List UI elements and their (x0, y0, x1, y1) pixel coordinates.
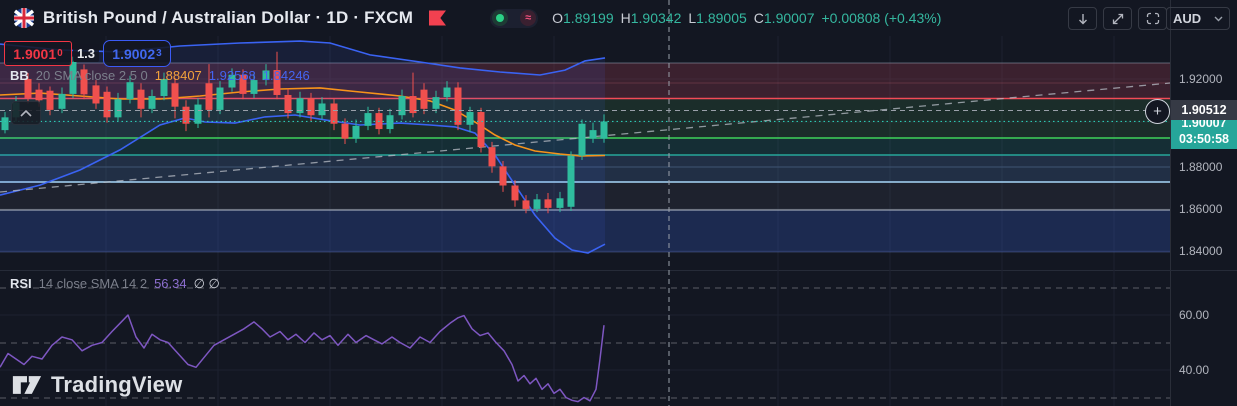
fullscreen-button[interactable] (1138, 7, 1167, 30)
pane-buttons (1068, 7, 1167, 30)
high-value: 1.90342 (630, 10, 682, 26)
price-tick: 1.92000 (1179, 72, 1223, 86)
ask-value-sup: 3 (156, 48, 162, 59)
rsi-params: 14 close SMA 14 2 (38, 276, 148, 291)
flag-icon[interactable] (429, 10, 447, 26)
chart-header: British Pound / Australian Dollar · 1D ·… (0, 0, 1237, 36)
collapse-pane-button[interactable] (11, 101, 41, 125)
bb-name: BB (10, 68, 29, 83)
price-tick: 1.84000 (1179, 244, 1223, 258)
crosshair-price-value: 1.90512 (1181, 103, 1227, 117)
chevron-down-icon (1214, 16, 1223, 21)
ohlc-readout: O1.89199 H1.90342 L1.89005 C1.90007 +0.0… (552, 10, 941, 26)
arrow-down-icon (1078, 13, 1087, 24)
rsi-tick: 60.00 (1179, 308, 1210, 322)
bid-value-sup: 0 (57, 48, 63, 59)
bb-upper-value: 1.92568 (208, 68, 256, 83)
price-tick: 1.86000 (1179, 202, 1223, 216)
plus-icon: + (1153, 103, 1162, 120)
ask-price-box[interactable]: 1.9002 3 (103, 40, 171, 67)
rsi-ma-placeholders: ∅ ∅ (193, 276, 220, 291)
low-value: 1.89005 (696, 10, 747, 26)
bid-value: 1.9001 (13, 45, 57, 62)
bb-indicator-legend[interactable]: BB 20 SMA close 2.5 0 1.88407 1.92568 1.… (10, 68, 310, 83)
rsi-name: RSI (10, 276, 32, 291)
maximize-icon (1112, 13, 1123, 24)
open-value: 1.89199 (563, 10, 614, 26)
tradingview-logo-icon (12, 376, 42, 394)
high-label: H (620, 10, 631, 26)
open-label: O (552, 10, 564, 26)
symbol-title[interactable]: British Pound / Australian Dollar · 1D ·… (43, 8, 414, 27)
pane-divider[interactable] (0, 270, 1237, 271)
symbol-flag-icon (14, 8, 34, 28)
bb-basis-value: 1.88407 (154, 68, 202, 83)
change-value: +0.00808 (+0.43%) (821, 10, 942, 26)
currency-dropdown[interactable]: AUD (1166, 7, 1230, 30)
spread-box: 1.3 (73, 44, 99, 62)
bid-price-box[interactable]: 1.9001 0 (4, 41, 72, 66)
bb-lower-value: 1.84246 (262, 68, 310, 83)
rsi-value: 56.34 (154, 276, 187, 291)
rsi-indicator-legend[interactable]: RSI 14 close SMA 14 2 56.34 ∅ ∅ (10, 276, 220, 292)
close-value: 1.90007 (763, 10, 815, 26)
spread-value: 1.3 (76, 45, 96, 61)
chevron-up-icon (20, 109, 32, 117)
countdown-timer: 03:50:58 (1178, 132, 1230, 146)
price-axis-border (1170, 0, 1171, 406)
tradingview-watermark[interactable]: TradingView (12, 372, 182, 398)
watermark-text: TradingView (51, 372, 183, 397)
bb-params: 20 SMA close 2.5 0 (35, 68, 148, 83)
add-order-plus-button[interactable]: + (1145, 99, 1170, 124)
approx-icon: ≈ (520, 10, 537, 26)
price-tick: 1.88000 (1179, 160, 1223, 174)
move-pane-down-button[interactable] (1068, 7, 1097, 30)
status-dot-icon (492, 10, 509, 26)
maximize-pane-button[interactable] (1103, 7, 1132, 30)
currency-label: AUD (1173, 11, 1202, 26)
rsi-tick: 40.00 (1179, 363, 1210, 377)
crosshair-price-badge: 1.90512 (1171, 100, 1237, 120)
low-label: L (688, 10, 697, 26)
market-status-toggle[interactable]: ≈ (490, 8, 539, 28)
fullscreen-icon (1146, 12, 1159, 25)
ask-value: 1.9002 (112, 45, 156, 62)
close-label: C (753, 10, 764, 26)
